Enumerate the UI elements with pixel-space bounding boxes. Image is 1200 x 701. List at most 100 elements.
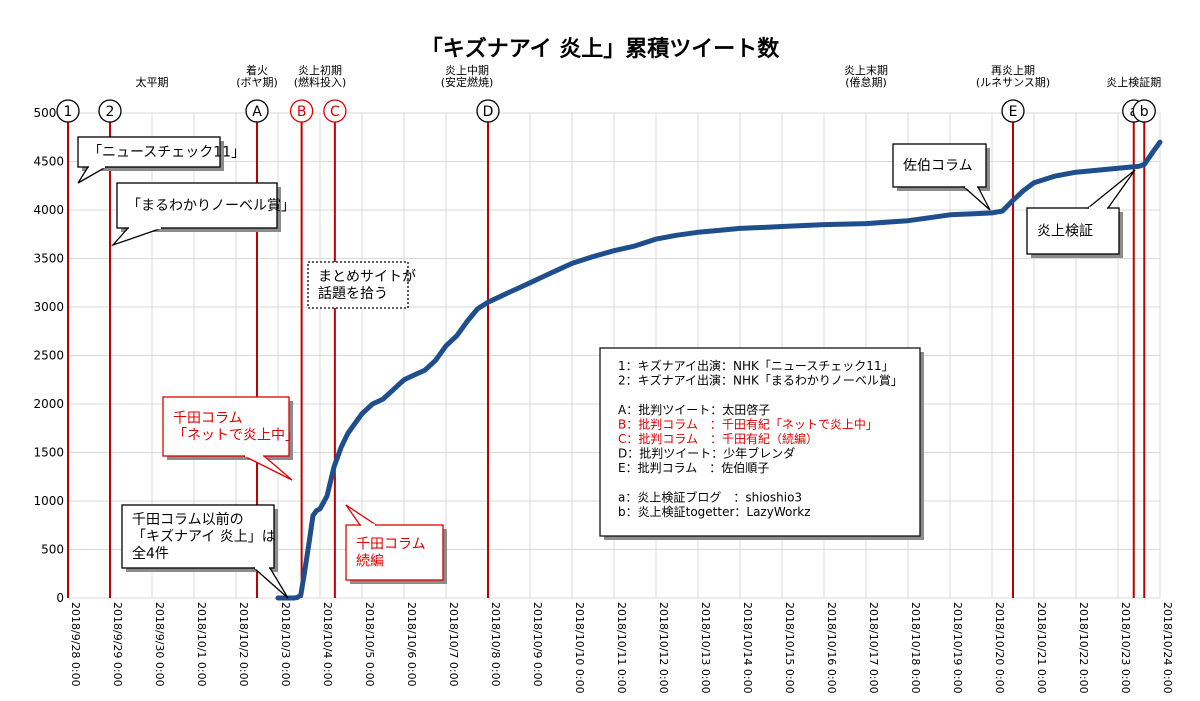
event-marker-label: D [483, 104, 494, 120]
x-tick-label: 2018/9/29 0:00 [111, 602, 124, 687]
legend-entry: C：批判コラム ：千田有紀（続編） [618, 431, 818, 446]
x-tick-label: 2018/10/12 0:00 [657, 602, 670, 694]
x-tick-label: 2018/10/11 0:00 [615, 602, 628, 694]
callout-saeki: 佐伯コラム [892, 143, 991, 211]
event-marker-circle [56, 99, 80, 123]
y-tick-label: 500 [41, 543, 64, 557]
event-marker-B: B [289, 99, 314, 598]
x-tick-label: 2018/10/14 0:00 [741, 602, 754, 694]
event-marker-label: b [1140, 104, 1149, 120]
period-label: (倦怠期) [845, 75, 887, 89]
event-marker-circle [245, 99, 269, 123]
callout-tail [1086, 169, 1136, 209]
legend-entry: A：批判ツイート：太田啓子 [618, 402, 770, 417]
callout-box [162, 396, 290, 457]
callout-text: 千田コラム [173, 411, 243, 427]
x-tick-label: 2018/10/19 0:00 [951, 602, 964, 694]
callout-text: 千田コラム以前の [132, 511, 244, 528]
callout-box [345, 524, 444, 581]
callout-text: 続編 [356, 553, 384, 570]
event-marker-b: b [1132, 99, 1156, 598]
x-tick-label: 2018/10/21 0:00 [1035, 602, 1048, 694]
y-tick-label: 5000 [33, 106, 64, 120]
x-tick-label: 2018/10/4 0:00 [321, 602, 334, 687]
x-tick-label: 2018/10/22 0:00 [1077, 602, 1090, 694]
x-tick-label: 2018/10/24 0:00 [1161, 602, 1174, 694]
callout-tail [110, 227, 163, 247]
event-marker-circle [476, 99, 500, 123]
callout-box [77, 136, 221, 168]
callout-box [892, 143, 987, 188]
callout-text: 「キズナアイ 炎上」は [132, 529, 276, 545]
event-marker-D: D [476, 99, 500, 598]
callout-tail [252, 567, 289, 599]
chart-title: 「キズナアイ 炎上」累積ツイート数 [421, 36, 781, 62]
event-marker-circle [1132, 99, 1156, 123]
x-tick-label: 2018/10/7 0:00 [447, 602, 460, 687]
event-marker-a: a [1122, 99, 1146, 598]
x-tick-label: 2018/10/13 0:00 [699, 602, 712, 694]
event-marker-2: 2 [98, 99, 122, 598]
y-tick-label: 0 [56, 591, 64, 605]
event-marker-1: 1 [56, 99, 80, 598]
callout-text: 「まるわかりノーベル賞」 [127, 198, 295, 214]
series [275, 139, 1163, 601]
x-tick-label: 2018/10/10 0:00 [573, 602, 586, 694]
callout-text: 千田コラム [356, 537, 426, 553]
period-label: (ルネサンス期) [976, 76, 1050, 89]
x-tick-label: 2018/9/30 0:00 [153, 602, 166, 687]
x-tick-label: 2018/10/2 0:00 [237, 602, 250, 687]
event-marker-circle [98, 99, 122, 123]
event-marker-label: E [1009, 104, 1018, 120]
legend-entry: b：炎上検証togetter：LazyWorkz [618, 505, 811, 519]
x-tick-label: 2018/10/18 0:00 [909, 602, 922, 694]
period-label: 炎上初期 [298, 63, 342, 77]
callout-text: 炎上検証 [1037, 224, 1093, 240]
y-tick-label: 2500 [33, 349, 64, 363]
event-marker-label: 1 [64, 104, 73, 120]
y-tick-label: 2000 [33, 397, 64, 411]
x-tick-label: 2018/10/9 0:00 [531, 602, 544, 687]
callout-box [1026, 207, 1120, 255]
period-label: (安定燃焼) [441, 75, 494, 89]
x-tick-label: 2018/10/20 0:00 [993, 602, 1006, 694]
event-marker-circle [289, 99, 314, 123]
callout-news-check: 「ニュースチェック11」 [77, 136, 245, 184]
callout-tail [345, 504, 379, 526]
x-tick-label: 2018/10/1 0:00 [195, 602, 208, 687]
x-tick-label: 2018/9/28 0:00 [69, 602, 82, 687]
callout-text: 話題を拾う [318, 285, 388, 302]
callout-text: まとめサイトが [318, 269, 416, 285]
callout-box [307, 261, 409, 309]
callout-text: 「ネットで炎上中」 [173, 428, 299, 444]
legend: 1：キズナアイ出演：NHK「ニュースチェック11」2：キズナアイ出演：NHK「ま… [599, 347, 924, 540]
x-tick-label: 2018/10/3 0:00 [279, 602, 292, 687]
x-tick-label: 2018/10/5 0:00 [363, 602, 376, 687]
period-label: 再炎上期 [991, 64, 1035, 77]
legend-entry: 2：キズナアイ出演：NHK「まるわかりノーベル賞」 [618, 373, 903, 388]
x-axis: 2018/9/28 0:00 2018/9/29 0:00 2018/9/30 0:… [69, 602, 1174, 694]
x-tick-label: 2018/10/16 0:00 [825, 602, 838, 694]
legend-box [599, 347, 921, 537]
period-label: (ボヤ期) [236, 76, 278, 89]
event-marker-circle [323, 99, 347, 123]
event-marker-circle [1001, 99, 1025, 123]
y-tick-label: 1000 [33, 494, 64, 508]
y-tick-label: 1500 [33, 446, 64, 460]
event-marker-label: B [297, 104, 307, 120]
y-tick-label: 4000 [33, 203, 64, 217]
legend-entry: D：批判ツイート：少年ブレンダ [618, 446, 795, 461]
x-tick-label: 2018/10/23 0:00 [1119, 602, 1132, 694]
callouts: 「ニュースチェック11」「まるわかりノーベル賞」まとめサイトが話題を拾う千田コラ… [77, 136, 1136, 599]
y-tick-label: 4500 [33, 155, 64, 169]
event-marker-E: E [1001, 99, 1025, 598]
y-tick-label: 3500 [33, 252, 64, 266]
callout-text: 佐伯コラム [903, 158, 973, 174]
period-label: 炎上検証期 [1106, 75, 1161, 89]
callout-kensho: 炎上検証 [1026, 169, 1136, 258]
legend-entry: E：批判コラム ：佐伯順子 [618, 460, 769, 475]
callout-text: 「ニュースチェック11」 [88, 145, 245, 161]
